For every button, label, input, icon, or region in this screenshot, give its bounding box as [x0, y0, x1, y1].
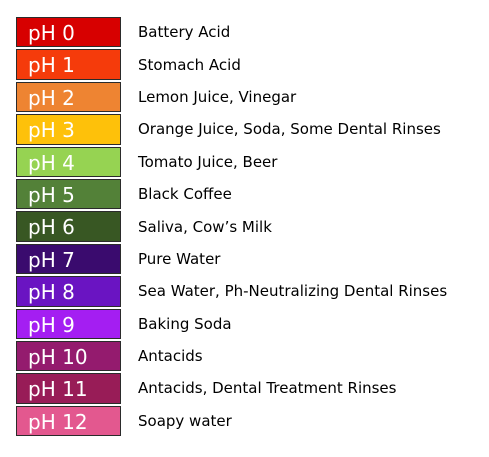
ph-example-label: Pure Water	[138, 249, 221, 268]
ph-row: pH 4 Tomato Juice, Beer	[16, 146, 466, 178]
ph-example-label: Stomach Acid	[138, 55, 241, 74]
ph-level-swatch: pH 1	[16, 49, 121, 80]
ph-row: pH 9 Baking Soda	[16, 308, 466, 340]
ph-example-label: Tomato Juice, Beer	[138, 152, 278, 171]
ph-row: pH 1 Stomach Acid	[16, 48, 466, 80]
ph-level-swatch: pH 12	[16, 405, 121, 437]
ph-example-label: Sea Water, Ph-Neutralizing Dental Rinses	[138, 282, 448, 301]
ph-row: pH 2 Lemon Juice, Vinegar	[16, 81, 466, 113]
ph-example-label: Baking Soda	[138, 314, 232, 333]
ph-row: pH 11 Antacids, Dental Treatment Rinses	[16, 372, 466, 404]
ph-level-swatch: pH 6	[16, 211, 121, 242]
ph-example-label: Antacids, Dental Treatment Rinses	[138, 379, 397, 398]
ph-level-swatch: pH 2	[16, 81, 121, 113]
ph-level-swatch: pH 5	[16, 178, 121, 210]
ph-example-label: Lemon Juice, Vinegar	[138, 87, 297, 106]
ph-level-swatch: pH 10	[16, 340, 121, 372]
ph-row: pH 10 Antacids	[16, 340, 466, 372]
ph-example-label: Antacids	[138, 347, 203, 366]
ph-row: pH 7 Pure Water	[16, 243, 466, 275]
ph-row: pH 12 Soapy water	[16, 405, 466, 437]
ph-level-swatch: pH 11	[16, 373, 121, 404]
ph-example-label: Battery Acid	[138, 23, 231, 42]
ph-row: pH 5 Black Coffee	[16, 178, 466, 210]
ph-level-swatch: pH 8	[16, 276, 121, 307]
ph-level-swatch: pH 3	[16, 114, 121, 145]
ph-level-swatch: pH 7	[16, 243, 121, 275]
ph-level-swatch: pH 0	[16, 17, 121, 48]
ph-row: pH 8 Sea Water, Ph-Neutralizing Dental Ri…	[16, 275, 466, 307]
ph-scale-chart: pH 0 Battery Acid pH 1 Stomach Acid pH 2 Lemo…	[16, 16, 466, 437]
ph-example-label: Saliva, Cow’s Milk	[138, 217, 272, 236]
ph-level-swatch: pH 9	[16, 308, 121, 339]
ph-example-label: Orange Juice, Soda, Some Dental Rinses	[138, 120, 441, 139]
ph-row: pH 6 Saliva, Cow’s Milk	[16, 210, 466, 242]
ph-row: pH 3 Orange Juice, Soda, Some Dental Rins…	[16, 113, 466, 145]
ph-example-label: Black Coffee	[138, 185, 232, 204]
ph-example-label: Soapy water	[138, 411, 232, 430]
ph-level-swatch: pH 4	[16, 146, 121, 177]
ph-row: pH 0 Battery Acid	[16, 16, 466, 48]
